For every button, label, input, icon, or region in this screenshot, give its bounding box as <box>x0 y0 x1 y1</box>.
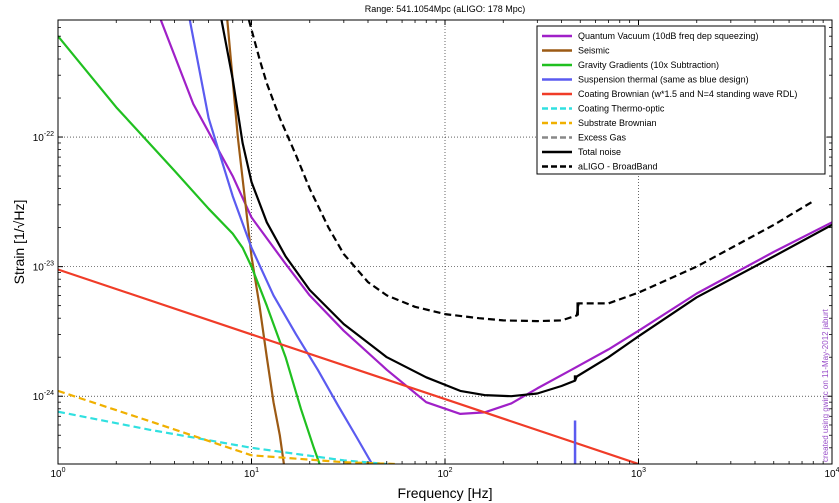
legend-box <box>536 25 826 175</box>
x-tick-label: 103 <box>631 467 646 480</box>
legend-label-4: Coating Brownian (w*1.5 and N=4 standing… <box>578 89 797 99</box>
x-tick-label: 100 <box>50 467 65 480</box>
series-line-1 <box>226 20 285 464</box>
legend: Quantum Vacuum (10dB freq dep squeezing)… <box>536 25 826 175</box>
y-tick-label: 10-23 <box>33 261 54 274</box>
series-line-3 <box>188 20 374 464</box>
legend-label-1: Seismic <box>578 46 610 56</box>
series-line-8 <box>220 20 832 398</box>
legend-label-9: aLIGO - BroadBand <box>578 162 658 172</box>
x-tick-label: 104 <box>824 467 839 480</box>
x-tick-labels: 100 101 102 103 104 <box>50 467 839 480</box>
y-tick-label: 10-24 <box>33 390 54 403</box>
series-line-9 <box>247 20 814 323</box>
y-tick-labels: 10-24 10-23 10-22 <box>33 131 54 403</box>
x-tick-label: 101 <box>244 467 259 480</box>
x-tick-label: 102 <box>437 467 452 480</box>
legend-label-6: Substrate Brownian <box>578 118 657 128</box>
legend-label-7: Excess Gas <box>578 133 627 143</box>
legend-label-0: Quantum Vacuum (10dB freq dep squeezing) <box>578 31 758 41</box>
side-annotation: created using gwinc on 11-May-2012 jabur… <box>821 308 830 462</box>
series-layer <box>58 20 832 464</box>
series-line-4 <box>58 268 639 464</box>
series-line-0 <box>159 20 832 415</box>
y-axis-title: Strain [1/√Hz] <box>11 200 27 285</box>
chart-title: Range: 541.1054Mpc (aLIGO: 178 Mpc) <box>365 4 526 14</box>
tick-marks <box>57 20 833 465</box>
legend-label-8: Total noise <box>578 147 621 157</box>
x-axis-title: Frequency [Hz] <box>398 485 493 501</box>
legend-label-5: Coating Thermo-optic <box>578 104 665 114</box>
spike-layer <box>573 302 579 464</box>
series-line-6 <box>58 389 395 464</box>
legend-label-2: Gravity Gradients (10x Subtraction) <box>578 60 719 70</box>
legend-items: Quantum Vacuum (10dB freq dep squeezing)… <box>542 31 797 172</box>
series-line-2 <box>58 35 321 464</box>
y-tick-label: 10-22 <box>33 131 54 144</box>
legend-label-3: Suspension thermal (same as blue design) <box>578 75 749 85</box>
